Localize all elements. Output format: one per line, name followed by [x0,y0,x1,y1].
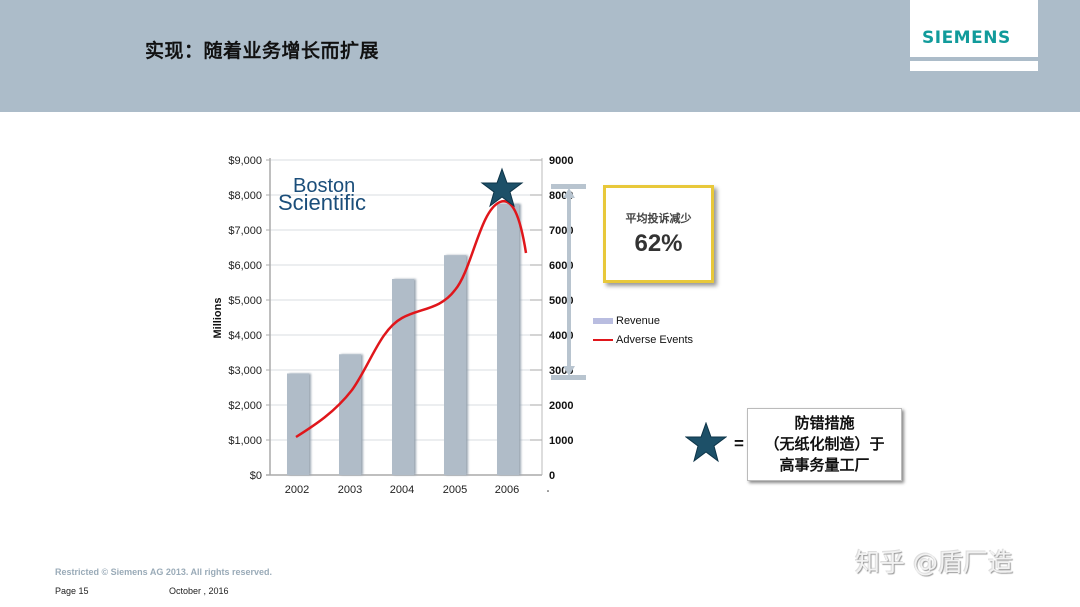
y-axis-label: Millions [212,298,224,339]
right-tick: 0 [549,470,555,482]
page-title: 实现：随着业务增长而扩展 [145,40,380,62]
x-tick: 2002 [285,484,309,496]
star-marker-icon [480,167,524,208]
right-tick: 2000 [549,400,573,412]
right-tick: 9000 [549,155,573,167]
legend-label: Adverse Events [616,333,694,346]
kpi-value: 62% [634,230,683,257]
left-tick: $0 [250,470,262,482]
left-tick: $6,000 [228,260,262,272]
x-tick: 2005 [443,484,467,496]
bar-2003 [339,354,361,475]
star-icon [685,422,727,463]
reduction-bracket [551,184,586,380]
bar-2005 [444,255,466,475]
left-tick: $3,000 [228,365,262,377]
left-axis-labels: $9,000 $8,000 $7,000 $6,000 $5,000 $4,00… [228,155,262,482]
logo-strip [910,61,1038,71]
boston-logo-line1: Boston [293,175,355,197]
bar-2002 [287,373,309,475]
left-tick: $4,000 [228,330,262,342]
left-tick: $2,000 [228,400,262,412]
header-band: 实现：随着业务增长而扩展 SIEMENS [0,0,1080,112]
boston-logo-line2: Scientific [278,190,366,215]
left-tick: $7,000 [228,225,262,237]
x-tick: 2006 [495,484,519,496]
x-tick: 2003 [338,484,362,496]
x-tick: 2004 [390,484,414,496]
chart-legend: Revenue Adverse Events [593,311,693,349]
adverse-events-swatch-icon [593,338,613,341]
siemens-logo: SIEMENS [910,0,1038,57]
footer-date: October , 2016 [169,586,229,596]
kpi-label: 平均投诉减少 [625,212,692,225]
revenue-swatch-icon [593,317,613,324]
adverse-events-line [295,199,528,439]
legend-item-revenue: Revenue [593,311,693,330]
equals-sign: = [734,434,744,453]
bar-2006 [497,203,519,476]
left-tick: $5,000 [228,295,262,307]
revenue-bars [287,203,519,476]
boston-scientific-logo: Boston Scientific [278,175,366,215]
note-line-2: （无纸化制造）于 [764,435,885,453]
kpi-card: 平均投诉减少 62% [603,185,714,283]
star-note-box: 防错措施 （无纸化制造）于 高事务量工厂 [747,408,902,481]
siemens-logo-text: SIEMENS [922,28,1011,48]
x-axis-labels: 2002 2003 2004 2005 2006 [285,484,519,496]
left-tick: $1,000 [228,435,262,447]
bar-2004 [392,279,414,475]
right-tick: 1000 [549,435,573,447]
legend-label: Revenue [616,314,661,327]
footer-copyright: Restricted © Siemens AG 2013. All rights… [55,567,273,577]
legend-item-adverse-events: Adverse Events [593,330,693,349]
note-line-1: 防错措施 [794,414,855,432]
left-tick: $8,000 [228,190,262,202]
left-tick: $9,000 [228,155,262,167]
note-line-3: 高事务量工厂 [779,456,870,474]
footer-page-number: Page 15 [55,586,89,596]
watermark: 知乎 @盾厂造 [855,548,1013,577]
